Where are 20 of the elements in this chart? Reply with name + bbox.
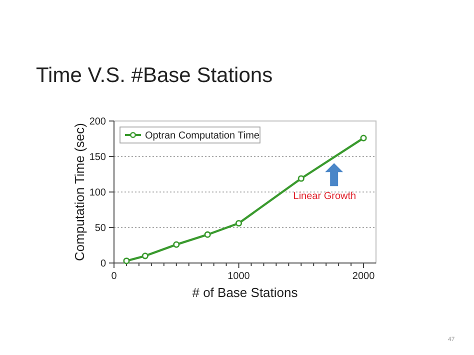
point — [298, 175, 304, 182]
y-axis-title: Computation Time (sec) — [72, 123, 87, 261]
point — [204, 231, 211, 238]
x-tick-label: 1000 — [228, 271, 250, 282]
legend-label: Optran Computation Time — [145, 130, 260, 142]
y-tick-label: 150 — [89, 152, 106, 163]
point — [173, 241, 180, 248]
point — [123, 258, 130, 264]
x-tick-label: 0 — [111, 271, 118, 282]
x-tick-label: 2000 — [352, 271, 376, 282]
y-tick-label: 200 — [89, 116, 106, 128]
point — [235, 220, 242, 227]
point — [142, 252, 148, 260]
x-axis-title: # of Base Stations — [192, 285, 298, 300]
chart-title: Time V.S. #Base Stations — [36, 64, 273, 87]
y-tick-label: 0 — [100, 258, 106, 270]
annotation: Linear Growth — [293, 191, 356, 202]
y-tick-label: 50 — [94, 223, 106, 234]
point — [360, 134, 367, 142]
y-tick-label: 100 — [89, 188, 106, 198]
